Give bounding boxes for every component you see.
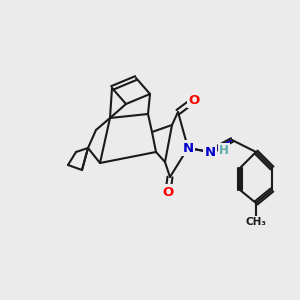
Text: O: O — [162, 185, 174, 199]
Text: H: H — [219, 143, 229, 157]
Text: CH₃: CH₃ — [245, 217, 266, 227]
Text: N: N — [182, 142, 194, 154]
Text: O: O — [188, 94, 200, 106]
Text: N: N — [204, 146, 216, 158]
